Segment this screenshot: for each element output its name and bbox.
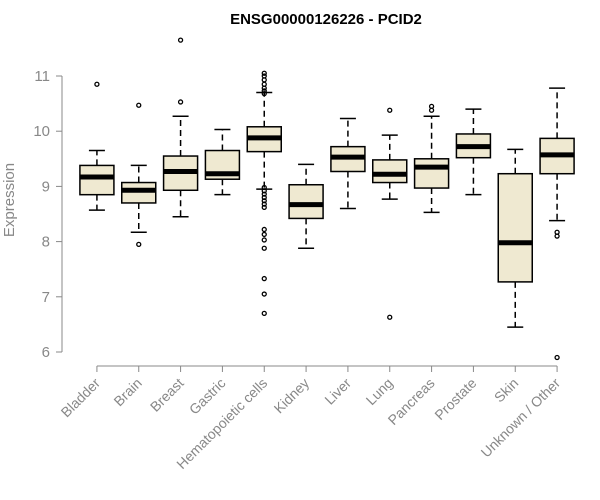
outlier-point [261, 85, 267, 91]
x-tick-label: Skin [491, 375, 522, 406]
y-tick-label: 6 [42, 344, 50, 361]
box-group [204, 128, 241, 196]
x-tick-label: Kidney [271, 375, 313, 417]
chart-title: ENSG00000126226 - PCID2 [230, 11, 422, 28]
outlier-point [261, 91, 267, 97]
iqr-box [497, 172, 533, 283]
outlier-point [428, 107, 435, 113]
iqr-box [372, 159, 408, 184]
outlier-point [261, 291, 267, 297]
outlier-point [261, 231, 267, 238]
y-tick-label: 8 [42, 234, 50, 251]
outlier-point [136, 102, 142, 108]
outlier-point [387, 314, 393, 320]
iqr-box [79, 164, 115, 196]
box-group [455, 108, 492, 196]
iqr-box [288, 183, 324, 220]
y-tick-label: 7 [42, 289, 50, 306]
outlier-point [387, 107, 393, 113]
outlier-point [554, 354, 560, 361]
outlier-point [94, 81, 100, 87]
x-tick-label: Unknown / Other [478, 375, 564, 461]
outlier-point [261, 237, 267, 243]
x-tick-label: Bladder [58, 375, 104, 421]
outlier-point [261, 226, 267, 233]
box-group [288, 163, 324, 249]
y-tick-label: 11 [34, 68, 50, 85]
outlier-point [261, 77, 267, 83]
outlier-point [261, 275, 267, 282]
y-axis: 6 7 8 9 10 11 [33, 68, 63, 361]
x-tick-label: Liver [321, 375, 354, 408]
outlier-point [261, 70, 267, 76]
outlier-point [261, 184, 267, 191]
box-group [497, 148, 533, 328]
x-tick-label: Brain [110, 375, 144, 409]
outlier-point [261, 198, 267, 204]
box-group [413, 103, 450, 214]
iqr-box [413, 158, 450, 189]
outlier-point [261, 194, 267, 201]
outlier-point [177, 37, 184, 43]
box-group [79, 81, 115, 211]
box-group [162, 37, 199, 218]
x-tick-label: Lung [363, 375, 396, 408]
outlier-point [261, 310, 267, 317]
outlier-point [261, 204, 267, 211]
box-series [79, 37, 575, 361]
box-group [246, 70, 282, 317]
box-group [330, 117, 366, 210]
outlier-point [554, 233, 560, 239]
outlier-point [261, 201, 267, 207]
outlier-point [177, 99, 184, 105]
outlier-point [261, 191, 267, 197]
box-group [539, 87, 575, 361]
box-group [121, 102, 157, 248]
y-tick-label: 9 [42, 178, 50, 195]
outlier-point [136, 241, 142, 248]
y-tick-label: 10 [33, 123, 50, 140]
x-tick-label: Breast [147, 375, 187, 415]
outlier-point [261, 188, 267, 194]
x-tick-label: Pancreas [385, 375, 438, 428]
outlier-point [261, 245, 267, 251]
y-axis-label: Expression [1, 163, 18, 237]
box-group [372, 107, 408, 320]
x-tick-label: Prostate [431, 375, 479, 423]
outlier-point [261, 88, 267, 94]
